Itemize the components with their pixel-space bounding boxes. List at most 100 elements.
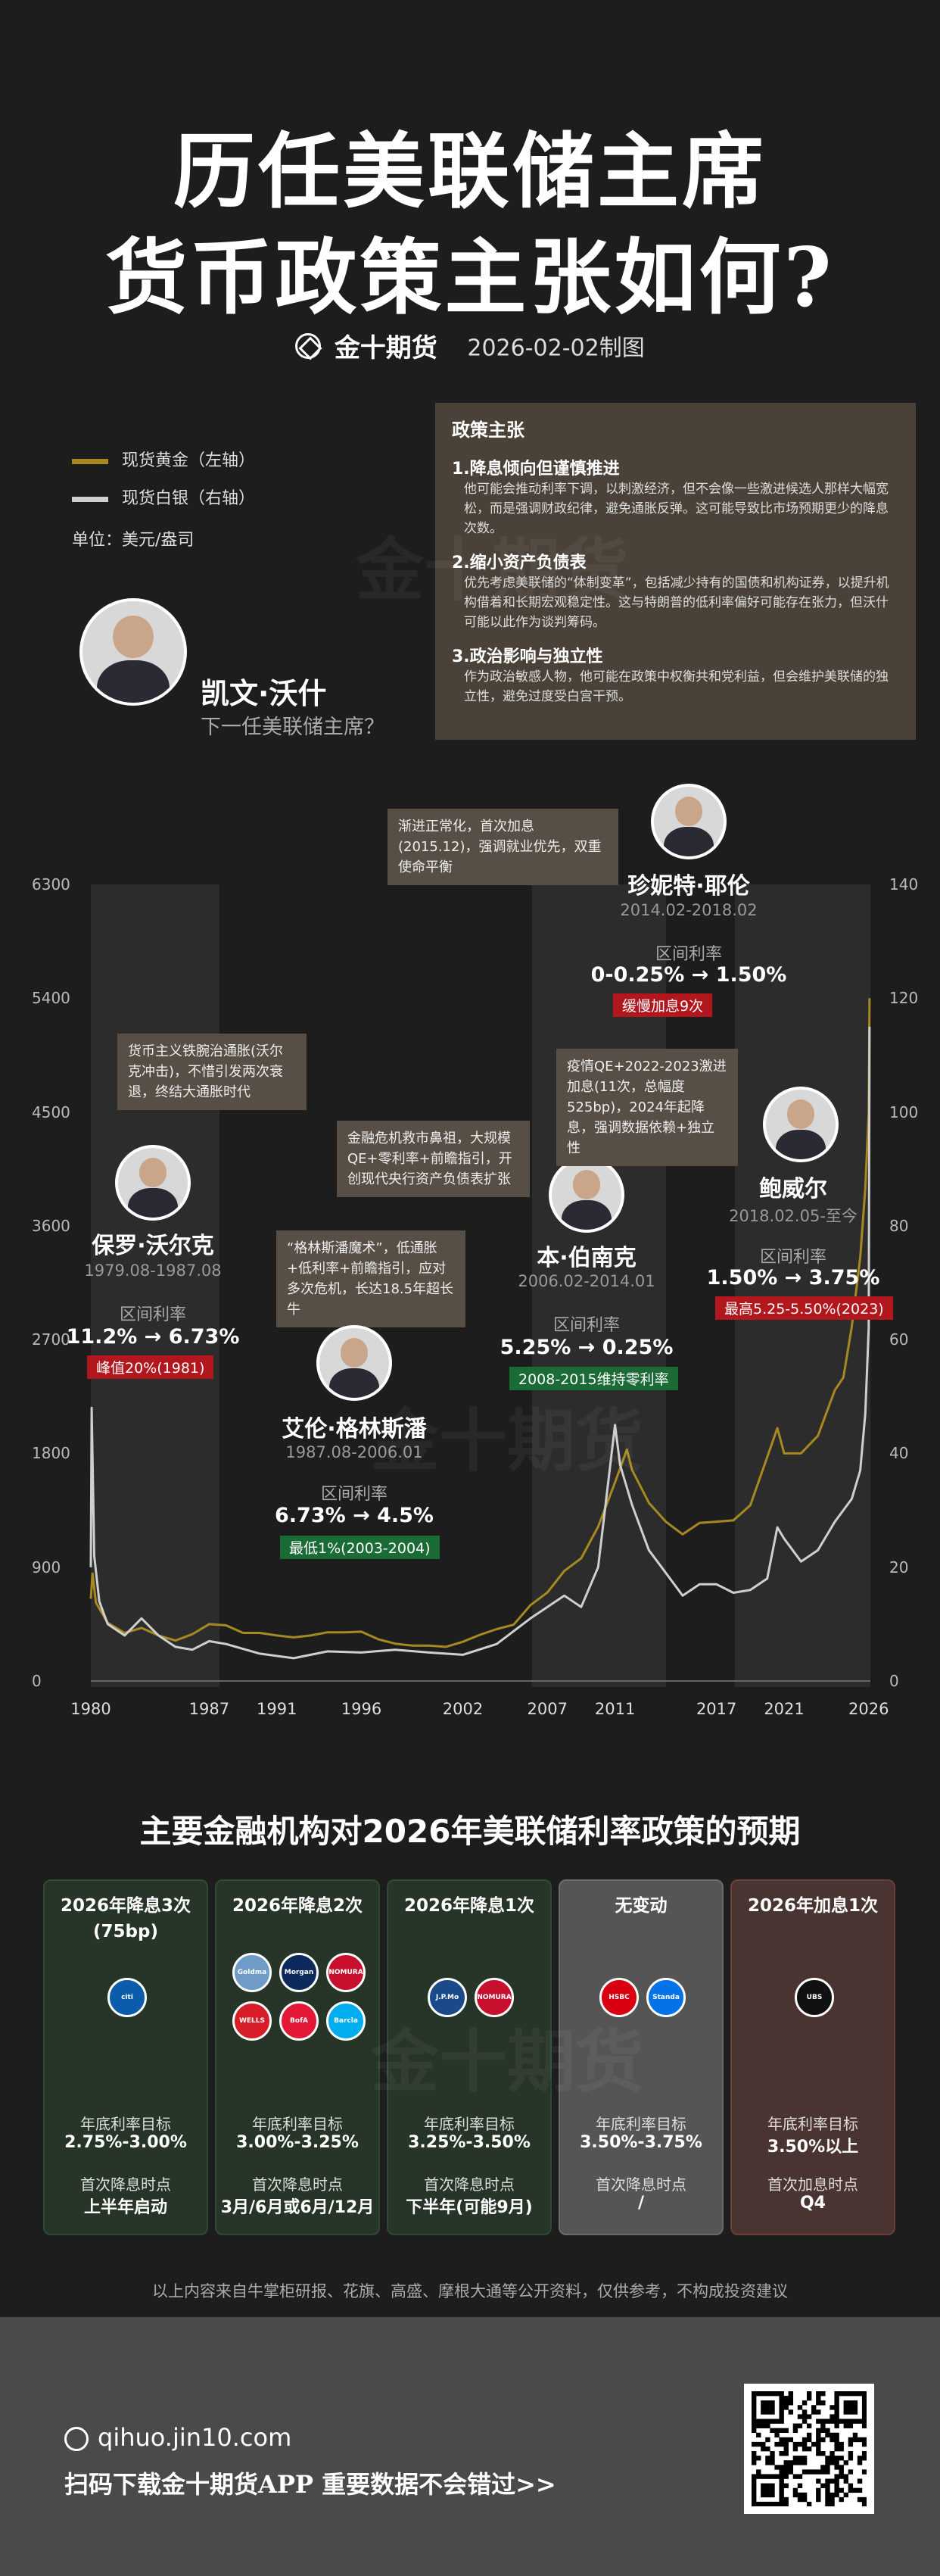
download-cta[interactable]: 扫码下载金十期货APP 重要数据不会错过>> (64, 2470, 556, 2499)
bernanke-note: 金融危机救市鼻祖，大规模QE+零利率+前瞻指引，开创现代央行资产负债表扩张 (337, 1121, 530, 1197)
brand-row: 金十期货 2026-02-02制图 (0, 327, 940, 364)
y-left-tick: 2700 (32, 1330, 70, 1349)
powell-name: 鲍威尔 (759, 1176, 827, 1202)
powell-note: 疫情QE+2022-2023激进加息(11次，总幅度525bp)，2024年起降… (556, 1049, 738, 1166)
card-title: 无变动 (615, 1896, 668, 1916)
powell-badge: 最高5.25-5.50%(2023) (715, 1296, 893, 1320)
y-right-tick: 80 (889, 1216, 909, 1235)
card-target-value: 3.50%-3.75% (580, 2133, 702, 2152)
powell-term: 2018.02.05-至今 (729, 1207, 858, 1225)
bank-logo-nomura: NOMURA (326, 1953, 366, 1992)
yellen-rate: 0-0.25% → 1.50% (590, 963, 787, 987)
policy-item-2-body: 优先考虑美联储的“体制变革”，包括减少持有的国债和机构证券，以提升机构借着和长期… (464, 575, 889, 630)
card-title: 2026年降息1次 (403, 1896, 535, 1916)
x-tick: 1987 (188, 1700, 230, 1718)
card-time-value: 上半年启动 (83, 2198, 167, 2217)
y-right-tick: 60 (889, 1330, 909, 1349)
gold-swatch-icon (72, 458, 108, 464)
bank-logo-standard-chartered: Standa (646, 1978, 686, 2017)
x-tick: 2007 (527, 1700, 568, 1718)
policy-box: 政策主张 1.降息倾向但谨慎推进 他可能会推动利率下调，以刺激经济，但不会像一些… (435, 403, 916, 740)
volcker-term: 1979.08-1987.08 (84, 1261, 222, 1280)
site-link[interactable]: qihuo.jin10.com (64, 2423, 291, 2452)
card-target-label: 年底利率目标 (424, 2115, 515, 2133)
bernanke-rate: 5.25% → 0.25% (500, 1336, 674, 1359)
gold-series-line (89, 998, 871, 1648)
bernanke-name: 本·伯南克 (537, 1245, 637, 1271)
y-right-tick: 120 (889, 989, 919, 1008)
brand-name: 金十期货 (334, 333, 437, 363)
greenspan-name: 艾伦·格林斯潘 (282, 1416, 427, 1442)
card-time-value: 3月/6月或6月/12月 (220, 2198, 375, 2217)
section2-title: 主要金融机构对2026年美联储利率政策的预期 (139, 1813, 801, 1850)
yellen-avatar (651, 784, 727, 859)
x-tick: 2002 (442, 1700, 484, 1718)
legend-gold: 现货黄金（左轴） (72, 447, 255, 471)
yellen-badge: 缓慢加息9次 (613, 993, 713, 1017)
silver-swatch-icon (72, 496, 108, 502)
volcker-note: 货币主义铁腕治通胀(沃尔克冲击)，不惜引发两次衰退，终结大通胀时代 (117, 1034, 307, 1110)
greenspan-avatar (316, 1325, 392, 1401)
policy-title: 政策主张 (452, 419, 524, 441)
x-tick: 1980 (70, 1700, 111, 1718)
card-target-value: 3.00%-3.25% (236, 2133, 359, 2152)
y-left-tick: 3600 (32, 1216, 70, 1235)
price-chart (89, 998, 871, 1682)
x-tick: 2021 (764, 1700, 805, 1718)
card-time-value: Q4 (799, 2194, 826, 2213)
chart-date: 2026-02-02制图 (467, 335, 645, 362)
y-right-tick: 140 (889, 875, 919, 893)
y-left-tick: 900 (32, 1558, 61, 1576)
card-title: 2026年降息2次 (232, 1896, 363, 1916)
forecast-card: 2026年加息1次 UBS 年底利率目标 3.50%以上 首次加息时点 Q4 (730, 1879, 895, 2235)
volcker-name: 保罗·沃尔克 (92, 1233, 214, 1259)
card-target-value: 3.50%以上 (767, 2138, 859, 2157)
volcker-badge: 峰值20%(1981) (87, 1355, 214, 1379)
footer: qihuo.jin10.com 扫码下载金十期货APP 重要数据不会错过>> (0, 2317, 940, 2576)
policy-item-2-head: 2.缩小资产负债表 (452, 554, 587, 572)
y-left-tick: 0 (32, 1672, 42, 1690)
yellen-name: 珍妮特·耶伦 (627, 873, 750, 900)
forecast-card: 无变动 HSBC Standa 年底利率目标 3.50%-3.75% 首次降息时点 / (559, 1879, 724, 2235)
bernanke-term: 2006.02-2014.01 (518, 1272, 655, 1290)
qr-code-icon[interactable] (744, 2384, 874, 2514)
y-right-tick: 100 (889, 1102, 919, 1121)
greenspan-rate: 6.73% → 4.5% (275, 1504, 434, 1527)
card-time-label: 首次降息时点 (80, 2175, 171, 2194)
page-title-line2: 货币政策主张如何? (105, 230, 835, 326)
watermark: 金十期货 (371, 2022, 643, 2102)
bank-logo-morgan-stanley: Morgan (279, 1953, 319, 1992)
unit-label: 单位：美元/盎司 (72, 531, 195, 550)
term-band (91, 884, 219, 1687)
x-tick: 1991 (257, 1700, 297, 1718)
volcker-rate: 11.2% → 6.73% (66, 1325, 240, 1349)
bank-logo-hsbc: HSBC (599, 1978, 639, 2017)
x-tick: 1996 (341, 1700, 382, 1718)
warsh-avatar (79, 598, 187, 706)
y-right-tick: 40 (889, 1444, 909, 1463)
jin10-logo-icon (295, 332, 322, 359)
card-time-label: 首次加息时点 (767, 2175, 858, 2194)
card-target-value: 3.25%-3.50% (408, 2133, 531, 2152)
card-target-label: 年底利率目标 (252, 2115, 343, 2133)
bernanke-badge: 2008-2015维持零利率 (509, 1367, 678, 1390)
y-left-tick: 1800 (32, 1444, 70, 1463)
powell-avatar (763, 1087, 839, 1162)
legend-silver: 现货白银（右轴） (72, 485, 255, 509)
card-target-label: 年底利率目标 (767, 2115, 858, 2133)
bank-logo-nomura: NOMURA (475, 1978, 514, 2017)
x-tick: 2017 (696, 1700, 737, 1718)
y-right-tick: 20 (889, 1558, 909, 1576)
forecast-card: 2026年降息1次 J.P.Mo NOMURA 年底利率目标 3.25%-3.50% 首次… (387, 1879, 552, 2235)
greenspan-badge: 最低1%(2003-2004) (280, 1536, 440, 1559)
forecast-card: 2026年降息3次 (75bp) citi 年底利率目标 2.75%-3.00% 首次降… (43, 1879, 208, 2235)
bank-logo-goldman-sachs: Goldma (232, 1953, 272, 1992)
volcker-avatar (115, 1145, 191, 1221)
bank-logo-j-p-morgan: J.P.Mo (428, 1978, 467, 2017)
footnote: 以上内容来自牛掌柜研报、花旗、高盛、摩根大通等公开资料，仅供参考，不构成投资建议 (152, 2282, 788, 2300)
x-tick: 2011 (594, 1700, 636, 1718)
volcker-rate-label: 区间利率 (119, 1305, 186, 1324)
yellen-term: 2014.02-2018.02 (620, 901, 758, 919)
yellen-note: 渐进正常化，首次加息(2015.12)，强调就业优先，双重使命平衡 (388, 809, 618, 885)
forecast-card: 2026年降息2次 Goldma Morgan NOMURA WELLS BofA Bar… (215, 1879, 380, 2235)
